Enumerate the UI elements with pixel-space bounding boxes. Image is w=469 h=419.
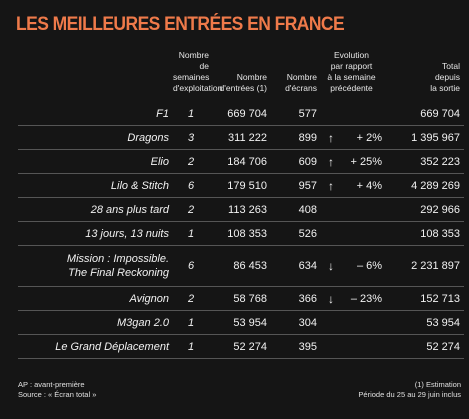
table: Nombre de semaines d'exploitation Nombre… [18, 50, 465, 359]
trend-arrow [321, 102, 341, 126]
screens: 408 [271, 197, 321, 222]
total: 152 713 [386, 286, 465, 311]
evolution [341, 102, 386, 126]
trend-arrow [321, 334, 341, 359]
header-row: Nombre de semaines d'exploitation Nombre… [18, 50, 464, 102]
weeks: 2 [173, 149, 213, 174]
film-title: 28 ans plus tard [18, 197, 173, 222]
footnote: Période du 25 au 29 juin inclus [358, 390, 461, 399]
screens: 304 [271, 310, 321, 335]
evolution [341, 197, 387, 222]
film-title: Mission : Impossible. The Final Reckonin… [18, 245, 173, 287]
trend-arrow: ↓ [321, 245, 341, 287]
footer-left: AP : avant-première Source : « Écran tot… [18, 380, 96, 400]
total: 2 231 897 [386, 245, 465, 287]
total: 108 353 [386, 221, 465, 246]
screens: 577 [298, 107, 317, 120]
trend-arrow [321, 197, 341, 222]
trend-arrow [321, 221, 341, 246]
column-header: Nombre d'entrées (1) [219, 72, 267, 93]
column-header: Evolution par rapport à la semaine précé… [327, 50, 376, 93]
screens: 526 [271, 221, 321, 246]
total: 669 704 [420, 107, 461, 120]
footnote: Source : « Écran total » [18, 390, 97, 399]
weeks: 3 [173, 125, 213, 150]
table-row: Elio 2 184 706 609 ↑ + 25% 352 223 [18, 149, 465, 174]
trend-arrow: ↑ [321, 149, 341, 174]
film-title: Le Grand Déplacement [18, 334, 173, 359]
entries: 311 222 [213, 125, 271, 150]
total: 292 966 [386, 197, 465, 222]
column-header: Nombre de semaines d'exploitation [173, 50, 223, 93]
screens: 957 [271, 173, 321, 198]
total: 52 274 [386, 334, 465, 359]
total: 1 395 967 [386, 125, 465, 150]
evolution [341, 310, 387, 335]
entries: 86 453 [213, 245, 271, 287]
footnote: AP : avant-première [18, 380, 85, 389]
entries: 184 706 [213, 149, 271, 174]
total: 4 289 269 [386, 173, 465, 198]
entries: 179 510 [213, 173, 271, 198]
trend-arrow [321, 310, 341, 335]
total: 352 223 [386, 149, 465, 174]
film-title: Avignon [18, 286, 173, 311]
screens: 899 [271, 125, 321, 150]
trend-arrow: ↑ [321, 173, 341, 198]
film-title: M3gan 2.0 [18, 310, 173, 335]
weeks: 1 [173, 310, 213, 335]
film-title: 13 jours, 13 nuits [18, 221, 173, 246]
title: LES MEILLEURES ENTRÉES EN FRANCE [16, 14, 345, 35]
film-title: F1 [156, 107, 169, 120]
evolution: + 4% [341, 173, 387, 198]
table-row: Mission : Impossible. The Final Reckonin… [18, 245, 465, 287]
table-row: 13 jours, 13 nuits 1 108 353 526 108 353 [18, 221, 465, 246]
entries: 53 954 [213, 310, 271, 335]
film-title: Dragons [18, 125, 173, 150]
weeks: 2 [173, 286, 213, 311]
column-header: Total depuis la sortie [430, 61, 461, 93]
screens: 366 [271, 286, 321, 311]
entries: 108 353 [213, 221, 271, 246]
weeks: 6 [173, 245, 213, 287]
evolution: – 23% [341, 286, 387, 311]
total: 53 954 [386, 310, 465, 335]
column-header: Nombre d'écrans [285, 72, 317, 93]
evolution [341, 221, 387, 246]
film-title: Elio [18, 149, 173, 174]
weeks: 1 [173, 221, 213, 246]
entries: 52 274 [213, 334, 271, 359]
weeks: 1 [173, 334, 213, 359]
evolution: – 6% [341, 245, 387, 287]
film-title: Lilo & Stitch [18, 173, 173, 198]
table-row: Avignon 2 58 768 366 ↓ – 23% 152 713 [18, 286, 465, 311]
weeks: 2 [173, 197, 213, 222]
table-row: 28 ans plus tard 2 113 263 408 292 966 [18, 197, 465, 222]
table-row: M3gan 2.0 1 53 954 304 53 954 [18, 310, 465, 335]
evolution [341, 334, 387, 359]
table-row: Dragons 3 311 222 899 ↑ + 2% 1 395 967 [18, 125, 465, 150]
trend-arrow: ↓ [321, 286, 341, 311]
entries: 669 704 [227, 107, 267, 120]
weeks: 6 [173, 173, 213, 198]
evolution: + 2% [341, 125, 387, 150]
evolution: + 25% [341, 149, 387, 174]
table-row: F1 1 669 704 577 669 704 [18, 102, 464, 126]
trend-arrow: ↑ [321, 125, 341, 150]
entries: 58 768 [213, 286, 271, 311]
entries: 113 263 [213, 197, 271, 222]
screens: 634 [271, 245, 321, 287]
table-row: Lilo & Stitch 6 179 510 957 ↑ + 4% 4 289 269 [18, 173, 465, 198]
table-row: Le Grand Déplacement 1 52 274 395 52 274 [18, 334, 465, 359]
footnote: (1) Estimation [414, 380, 461, 389]
footer-right: (1) Estimation Période du 25 au 29 juin … [358, 380, 461, 400]
screens: 395 [271, 334, 321, 359]
screens: 609 [271, 149, 321, 174]
weeks: 1 [187, 107, 195, 120]
